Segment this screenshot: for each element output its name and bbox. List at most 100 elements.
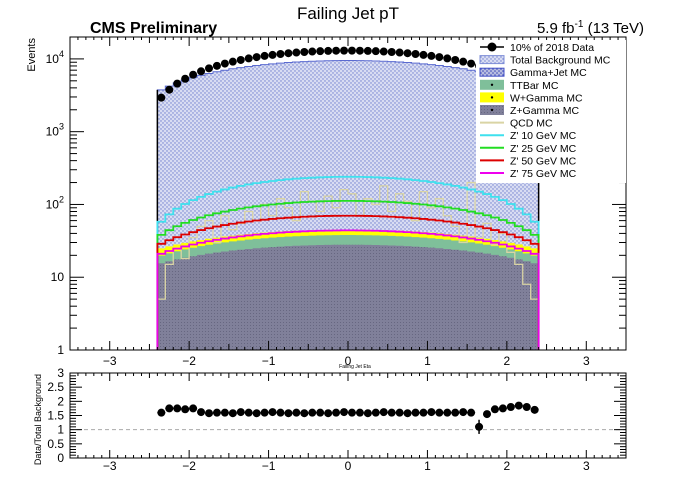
data-point xyxy=(371,47,380,56)
legend-key-marker xyxy=(487,42,497,52)
hist-z-gamma-mc xyxy=(157,244,539,350)
legend-key-dot xyxy=(490,96,494,99)
data-point xyxy=(244,54,253,63)
data-point xyxy=(260,51,269,60)
legend-entry: Z' 50 GeV MC xyxy=(480,155,577,167)
ratio-point xyxy=(284,409,293,418)
ratio-point xyxy=(490,405,499,414)
ratio-point xyxy=(395,408,404,417)
data-point xyxy=(220,59,229,68)
x-tick-label: 1 xyxy=(424,354,431,368)
legend-label: 10% of 2018 Data xyxy=(510,42,594,54)
ratio-point xyxy=(228,409,237,418)
data-point xyxy=(189,70,198,79)
hist-z-50-gev-mc xyxy=(156,214,540,350)
data-point xyxy=(467,59,476,68)
x-tick-label: −3 xyxy=(103,354,117,368)
ratio-point xyxy=(355,408,364,417)
ratio-point xyxy=(371,408,380,417)
data-point xyxy=(252,53,261,62)
legend-key-box xyxy=(479,55,505,65)
data-point xyxy=(212,61,221,70)
legend-label: Z+Gamma MC xyxy=(510,105,580,117)
data-point xyxy=(443,54,452,63)
ratio-point xyxy=(252,409,261,418)
ratio-point xyxy=(316,408,325,417)
data-point xyxy=(435,53,444,62)
luminosity-label: 5.9 fb-1 (13 TeV) xyxy=(537,19,644,37)
data-point xyxy=(308,47,317,56)
ratio-point xyxy=(347,408,356,417)
ratio-point xyxy=(419,408,428,417)
data-point xyxy=(340,46,349,55)
data-point xyxy=(157,93,166,102)
data-point xyxy=(300,47,309,56)
data-point xyxy=(284,49,293,58)
legend-entry: Z' 25 GeV MC xyxy=(480,143,577,155)
data-point xyxy=(292,48,301,57)
ratio-point xyxy=(268,408,277,417)
legend-entry: Z' 10 GeV MC xyxy=(480,130,577,142)
ratio-point xyxy=(332,408,341,417)
legend-label: Total Background MC xyxy=(510,55,611,67)
data-point xyxy=(355,46,364,55)
legend-entry: Z' 75 GeV MC xyxy=(480,168,577,180)
ratio-x-tick-label: 2 xyxy=(504,459,511,472)
ratio-point xyxy=(498,404,507,413)
legend-entry: Gamma+Jet MC xyxy=(479,67,587,79)
legend-entry: TTBar MC xyxy=(480,79,559,92)
ratio-point xyxy=(411,408,420,417)
legend-label: Z' 10 GeV MC xyxy=(510,130,577,142)
data-point xyxy=(332,46,341,55)
ratio-x-tick-label: 0 xyxy=(345,459,352,472)
data-point xyxy=(165,85,174,94)
data-point xyxy=(228,57,237,66)
ratio-point xyxy=(379,408,388,417)
ratio-y-tick-label: 0.5 xyxy=(47,437,64,451)
legend-label: Z' 75 GeV MC xyxy=(510,168,577,180)
ratio-point xyxy=(530,405,539,414)
ratio-point xyxy=(197,408,206,417)
ratio-point xyxy=(244,408,253,417)
ratio-y-tick-label: 2 xyxy=(57,394,64,408)
ratio-plot-area xyxy=(70,401,626,434)
x-tick-label: 2 xyxy=(504,354,511,368)
y-tick-label: 103 xyxy=(46,122,64,139)
main-histogram-area xyxy=(156,46,540,351)
y-tick-label: 10 xyxy=(51,270,65,284)
data-point xyxy=(197,67,206,76)
legend-label: QCD MC xyxy=(510,118,553,130)
ratio-y-axis-label: Data/Total Background xyxy=(33,374,43,465)
data-point xyxy=(316,47,325,56)
ratio-point xyxy=(363,409,372,418)
y-tick-label: 104 xyxy=(46,49,64,66)
hist-z-75-gev-mc xyxy=(156,229,540,350)
ratio-axes: −3 −2 −1 0 1 2 300.511.522.53 xyxy=(47,366,627,473)
ratio-point xyxy=(260,408,269,417)
x-tick-label: −2 xyxy=(182,354,196,368)
main-x-axis-label: Failing Jet Eta xyxy=(339,364,371,370)
ratio-x-tick-label: 3 xyxy=(583,459,590,472)
ratio-point xyxy=(181,405,190,414)
data-point xyxy=(459,57,468,66)
ratio-point xyxy=(212,408,221,417)
legend-entry: QCD MC xyxy=(480,118,553,130)
legend-label: W+Gamma MC xyxy=(510,92,583,104)
data-point xyxy=(276,49,285,58)
ratio-point xyxy=(443,408,452,417)
legend-label: TTBar MC xyxy=(510,80,559,92)
ratio-point xyxy=(292,408,301,417)
data-point xyxy=(427,51,436,60)
legend-key-dot xyxy=(490,83,494,87)
data-point xyxy=(387,47,396,56)
ratio-point xyxy=(483,410,491,419)
ratio-point xyxy=(475,422,484,431)
ratio-point xyxy=(435,408,444,417)
x-tick-label: 3 xyxy=(583,354,590,368)
legend-label: Gamma+Jet MC xyxy=(510,67,587,79)
ratio-point xyxy=(324,409,333,418)
ratio-point xyxy=(276,408,285,417)
